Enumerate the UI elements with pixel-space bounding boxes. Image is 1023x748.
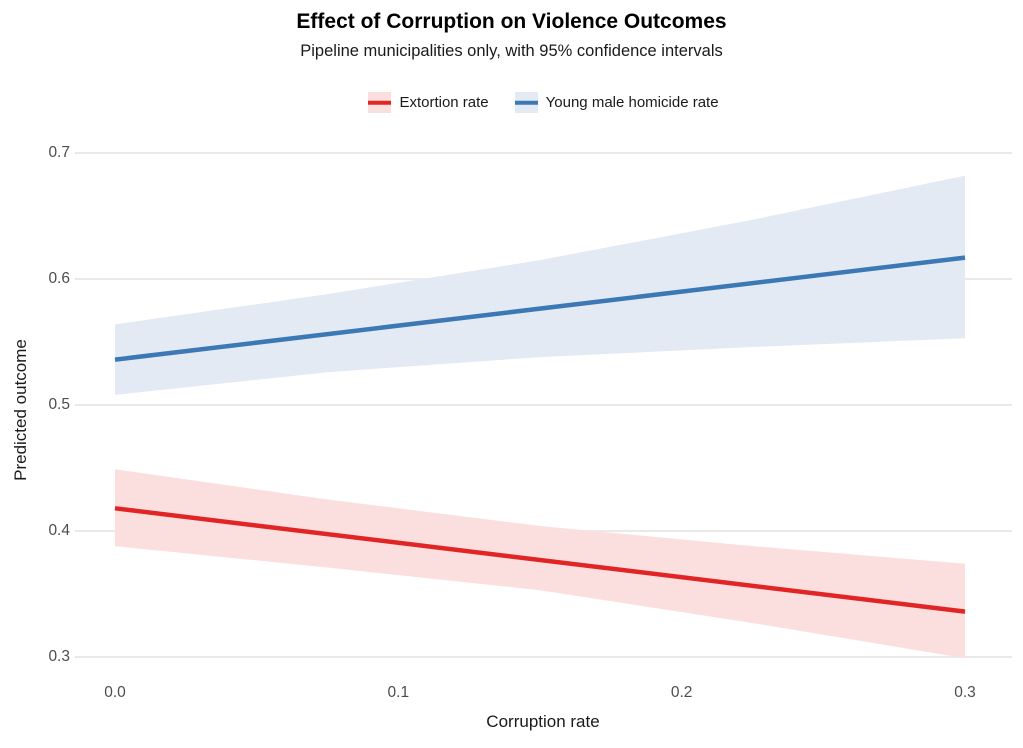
legend-key-line-icon bbox=[514, 100, 538, 105]
ci-ribbon-young-male-homicide-rate bbox=[115, 175, 965, 395]
legend-key-swatch bbox=[514, 92, 538, 113]
chart-subtitle: Pipeline municipalities only, with 95% c… bbox=[300, 42, 723, 60]
legend-label: Extortion rate bbox=[399, 94, 489, 111]
x-tick-label: 0.3 bbox=[954, 684, 976, 701]
legend-label: Young male homicide rate bbox=[545, 94, 719, 111]
legend-item-extortion-rate: Extortion rate bbox=[368, 92, 489, 113]
x-axis-title: Corruption rate bbox=[486, 712, 600, 731]
y-axis-title: Predicted outcome bbox=[11, 339, 30, 481]
chart-title: Effect of Corruption on Violence Outcome… bbox=[296, 10, 727, 33]
legend-item-young-male-homicide-rate: Young male homicide rate bbox=[514, 92, 719, 113]
x-tick-label: 0.1 bbox=[387, 684, 410, 701]
ci-ribbon-extortion-rate bbox=[115, 469, 965, 659]
fit-line-extortion-rate bbox=[114, 506, 966, 614]
y-tick-label: 0.4 bbox=[48, 522, 70, 539]
legend: Extortion rate Young male homicide rate bbox=[75, 92, 1012, 113]
fit-line-young-male-homicide-rate bbox=[114, 255, 966, 362]
legend-key-swatch bbox=[368, 92, 392, 113]
y-tick-label: 0.5 bbox=[48, 396, 70, 413]
x-tick-label: 0.0 bbox=[104, 684, 126, 701]
y-tick-label: 0.7 bbox=[48, 144, 70, 161]
y-tick-label: 0.6 bbox=[48, 270, 70, 287]
legend-key-line-icon bbox=[368, 100, 392, 105]
x-tick-label: 0.2 bbox=[670, 684, 693, 701]
y-tick-label: 0.3 bbox=[48, 648, 70, 665]
